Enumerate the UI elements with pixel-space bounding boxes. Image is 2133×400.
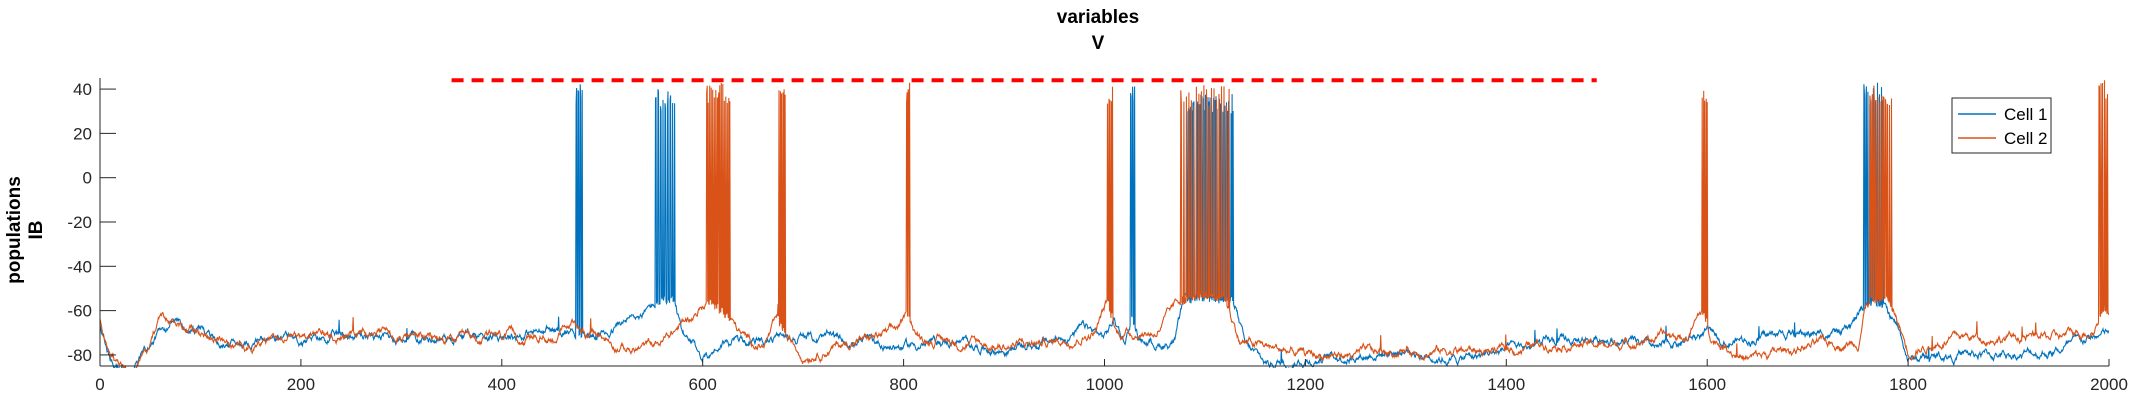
x-tick-label: 1600 <box>1688 375 1726 394</box>
y-tick-label: -20 <box>67 213 92 232</box>
chart-title-line-1: variables <box>1057 7 1139 28</box>
y-tick-label: -40 <box>67 257 92 276</box>
legend[interactable]: Cell 1 Cell 2 <box>1951 97 2052 154</box>
x-tick-label: 2000 <box>2090 375 2128 394</box>
legend-box <box>1951 97 2052 154</box>
x-tick-label: 400 <box>488 375 516 394</box>
x-axis: 0 200 400 600 800 1000 1200 1400 1600 1800 2000 <box>95 359 2128 394</box>
y-tick-label: -60 <box>67 302 92 321</box>
legend-label-cell-1: Cell 1 <box>2004 105 2047 124</box>
y-tick-label: -80 <box>67 346 92 365</box>
legend-label-cell-2: Cell 2 <box>2004 129 2047 148</box>
plot-area <box>100 80 2109 368</box>
series-line-cell-1 <box>100 82 2109 368</box>
y-axis-label-line-2: IB <box>26 221 47 240</box>
chart-title-line-2: V <box>1092 33 1105 54</box>
y-axis-label-line-1: populations <box>4 176 25 284</box>
x-tick-label: 1000 <box>1086 375 1124 394</box>
x-tick-label: 200 <box>287 375 315 394</box>
x-tick-label: 1200 <box>1286 375 1324 394</box>
x-tick-label: 1400 <box>1487 375 1525 394</box>
x-tick-label: 0 <box>95 375 104 394</box>
chart-title: variables V <box>1057 7 1139 54</box>
y-tick-label: 20 <box>73 124 92 143</box>
y-axis: -80 -60 -40 -20 0 20 40 <box>67 78 116 366</box>
y-tick-label: 40 <box>73 80 92 99</box>
x-tick-label: 600 <box>689 375 717 394</box>
x-tick-label: 800 <box>889 375 917 394</box>
series-line-cell-2 <box>100 80 2109 368</box>
y-axis-label: populations IB <box>4 176 47 284</box>
y-tick-label: 0 <box>83 169 92 188</box>
x-tick-label: 1800 <box>1889 375 1927 394</box>
